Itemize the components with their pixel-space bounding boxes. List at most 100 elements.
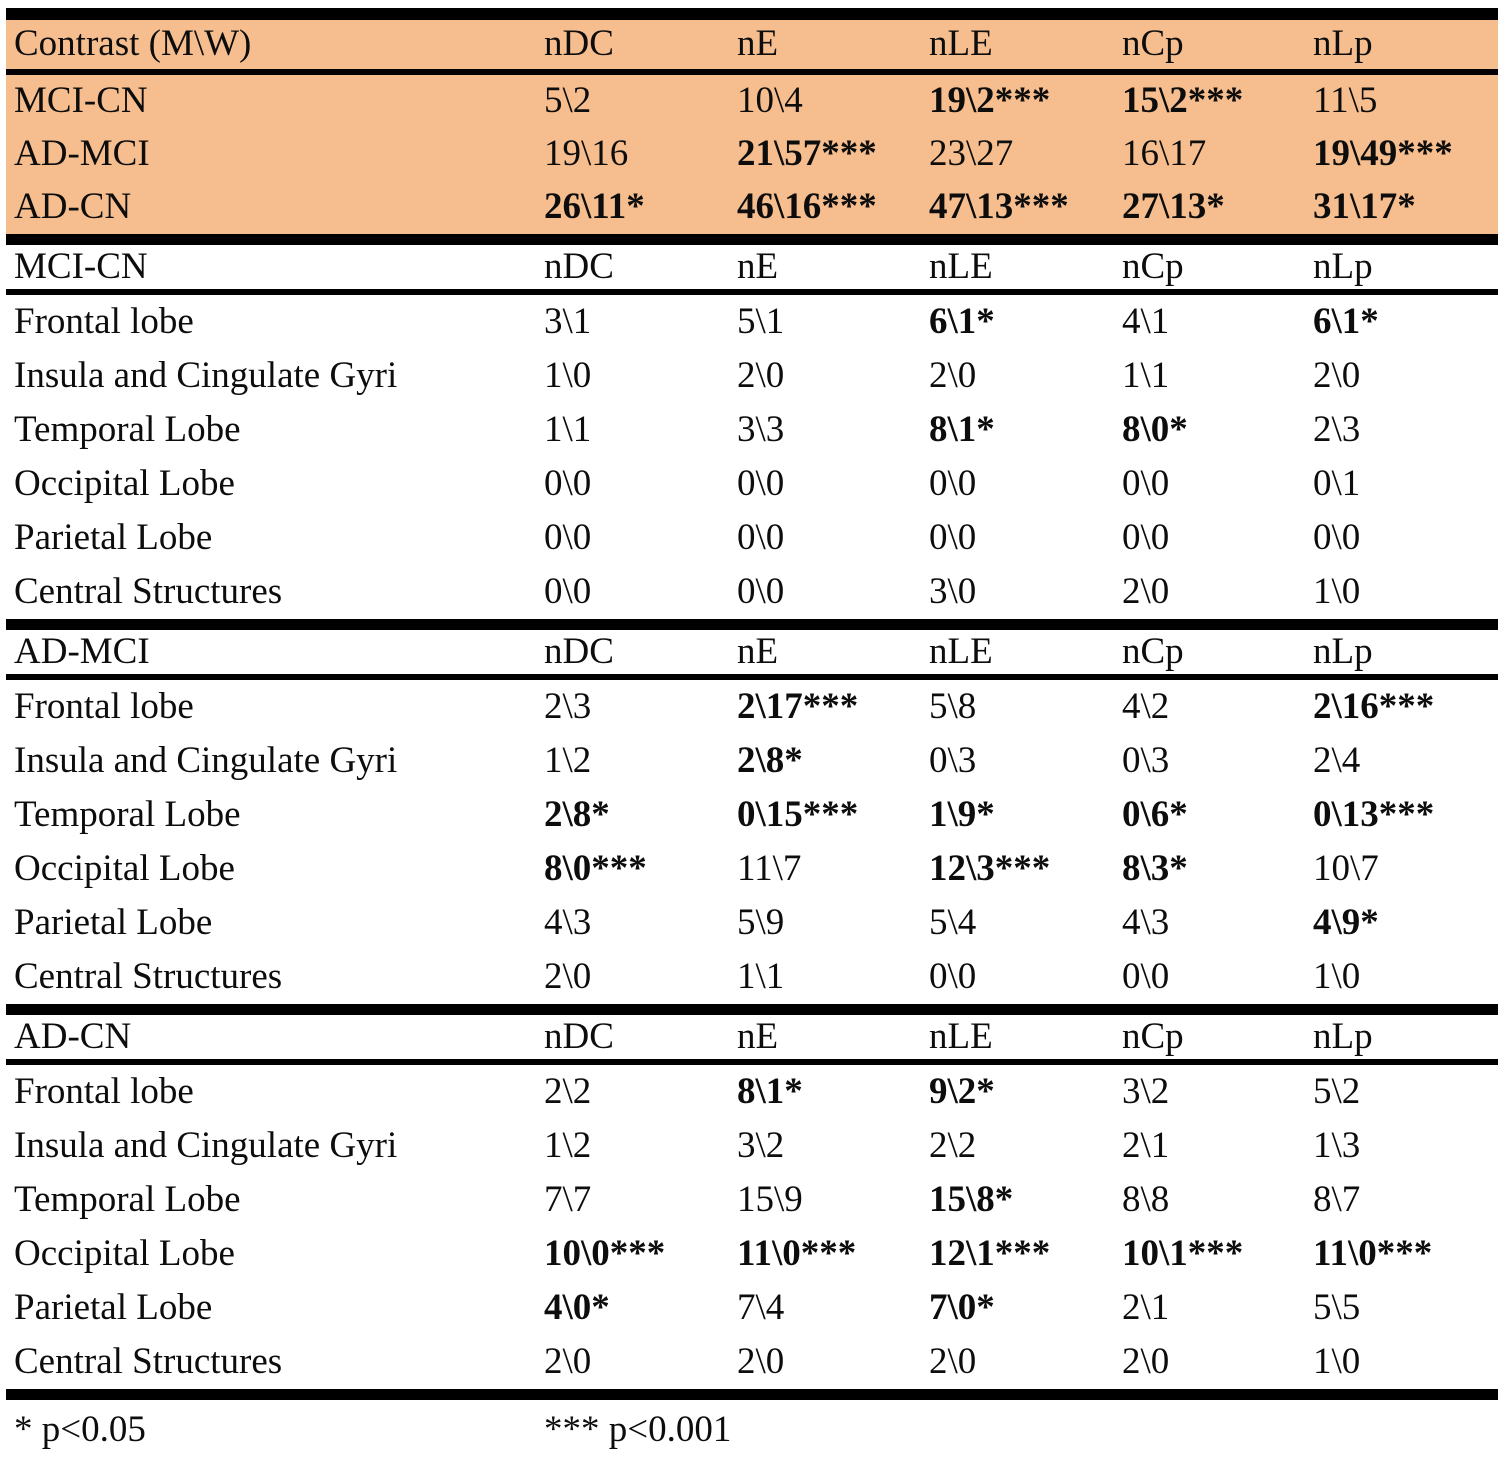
section-title: MCI-CN xyxy=(14,246,148,287)
summary-header-rule xyxy=(6,69,1498,75)
bottom-border-bar xyxy=(6,1389,1498,1400)
value-cell: 6\1* xyxy=(1313,301,1379,342)
value-cell: 2\0 xyxy=(929,1341,977,1382)
column-header-ne: nE xyxy=(737,1016,779,1057)
value-cell: 5\4 xyxy=(929,902,977,943)
top-border-bar xyxy=(6,8,1498,20)
column-header-ndc: nDC xyxy=(544,246,614,287)
value-cell: 8\3* xyxy=(1122,848,1188,889)
value-cell: 0\13*** xyxy=(1313,794,1435,835)
value-cell: 15\2*** xyxy=(1122,81,1244,122)
column-header-ncp: nCp xyxy=(1122,24,1184,65)
value-cell: 2\17*** xyxy=(737,686,859,727)
value-cell: 11\5 xyxy=(1313,81,1378,122)
table-row: Central Structures 2\0 1\1 0\0 0\0 1\0 xyxy=(6,950,1498,1004)
column-header-nlp: nLp xyxy=(1313,24,1373,65)
value-cell: 7\0* xyxy=(929,1287,995,1328)
section-header-row: AD-MCI nDC nE nLE nCp nLp xyxy=(6,630,1498,674)
section-rows: Frontal lobe 2\3 2\17*** 5\8 4\2 2\16*** Insul… xyxy=(6,680,1498,1004)
section-separator-bar xyxy=(6,619,1498,630)
value-cell: 2\0 xyxy=(737,1341,785,1382)
value-cell: 9\2* xyxy=(929,1071,995,1112)
row-label: Central Structures xyxy=(14,956,283,997)
value-cell: 3\1 xyxy=(544,301,592,342)
value-cell: 5\1 xyxy=(737,301,785,342)
value-cell: 8\1* xyxy=(929,409,995,450)
value-cell: 0\0 xyxy=(1122,956,1170,997)
value-cell: 1\9* xyxy=(929,794,995,835)
value-cell: 0\15*** xyxy=(737,794,859,835)
column-header-ncp: nCp xyxy=(1122,246,1184,287)
value-cell: 11\0*** xyxy=(737,1233,857,1274)
value-cell: 21\57*** xyxy=(737,134,877,175)
footnotes: * p<0.05 *** p<0.001 xyxy=(6,1400,1498,1465)
value-cell: 5\5 xyxy=(1313,1287,1361,1328)
table-row: Insula and Cingulate Gyri 1\2 2\8* 0\3 0\3 2\… xyxy=(6,734,1498,788)
value-cell: 8\0* xyxy=(1122,409,1188,450)
value-cell: 4\3 xyxy=(1122,902,1170,943)
value-cell: 4\0* xyxy=(544,1287,610,1328)
value-cell: 2\1 xyxy=(1122,1125,1170,1166)
row-label: Temporal Lobe xyxy=(14,409,241,450)
value-cell: 2\8* xyxy=(544,794,610,835)
value-cell: 3\0 xyxy=(929,571,977,612)
value-cell: 1\3 xyxy=(1313,1125,1361,1166)
column-header-ndc: nDC xyxy=(544,24,614,65)
footnote-p05: * p<0.05 xyxy=(14,1410,146,1450)
value-cell: 10\7 xyxy=(1313,848,1379,889)
value-cell: 1\0 xyxy=(544,355,592,396)
value-cell: 19\2*** xyxy=(929,81,1051,122)
table-row: Temporal Lobe 7\7 15\9 15\8* 8\8 8\7 xyxy=(6,1173,1498,1227)
row-label: Insula and Cingulate Gyri xyxy=(14,355,398,396)
value-cell: 0\0 xyxy=(1313,517,1361,558)
value-cell: 0\0 xyxy=(929,517,977,558)
value-cell: 2\3 xyxy=(544,686,592,727)
value-cell: 4\1 xyxy=(1122,301,1170,342)
value-cell: 47\13*** xyxy=(929,187,1069,228)
value-cell: 8\8 xyxy=(1122,1179,1170,1220)
value-cell: 1\0 xyxy=(1313,571,1361,612)
column-header-ndc: nDC xyxy=(544,631,614,672)
value-cell: 5\2 xyxy=(1313,1071,1361,1112)
value-cell: 0\0 xyxy=(544,463,592,504)
row-label: AD-MCI xyxy=(14,134,150,175)
section-rows: Frontal lobe 2\2 8\1* 9\2* 3\2 5\2 Insula and … xyxy=(6,1065,1498,1389)
row-label: Temporal Lobe xyxy=(14,1179,241,1220)
section-header-rule xyxy=(6,1059,1498,1065)
value-cell: 1\1 xyxy=(737,956,785,997)
row-label: Parietal Lobe xyxy=(14,517,213,558)
value-cell: 2\8* xyxy=(737,740,803,781)
value-cell: 1\0 xyxy=(1313,956,1361,997)
summary-table: Contrast (M\W) nDC nE nLE nCp nLp MCI-CN… xyxy=(6,20,1498,234)
column-header-ne: nE xyxy=(737,24,779,65)
table-row: Parietal Lobe 4\0* 7\4 7\0* 2\1 5\5 xyxy=(6,1281,1498,1335)
row-label: Insula and Cingulate Gyri xyxy=(14,740,398,781)
value-cell: 1\0 xyxy=(1313,1341,1361,1382)
value-cell: 4\2 xyxy=(1122,686,1170,727)
value-cell: 3\2 xyxy=(1122,1071,1170,1112)
row-label: Frontal lobe xyxy=(14,1071,194,1112)
value-cell: 31\17* xyxy=(1313,187,1416,228)
section-separator-bar xyxy=(6,234,1498,245)
row-label: Parietal Lobe xyxy=(14,902,213,943)
section-separator-bar xyxy=(6,1004,1498,1015)
value-cell: 10\0*** xyxy=(544,1233,666,1274)
value-cell: 46\16*** xyxy=(737,187,877,228)
value-cell: 2\0 xyxy=(1313,355,1361,396)
section-ad-mci: AD-MCI nDC nE nLE nCp nLp Frontal lobe 2\… xyxy=(6,630,1498,1004)
column-header-nle: nLE xyxy=(929,631,993,672)
column-header-ncp: nCp xyxy=(1122,631,1184,672)
row-label: Occipital Lobe xyxy=(14,463,235,504)
value-cell: 2\16*** xyxy=(1313,686,1435,727)
section-mci-cn: MCI-CN nDC nE nLE nCp nLp Frontal lobe 3\… xyxy=(6,245,1498,619)
value-cell: 10\4 xyxy=(737,81,803,122)
value-cell: 0\0 xyxy=(1122,517,1170,558)
column-header-nle: nLE xyxy=(929,24,993,65)
value-cell: 5\9 xyxy=(737,902,785,943)
value-cell: 2\0 xyxy=(544,956,592,997)
value-cell: 19\16 xyxy=(544,134,629,175)
value-cell: 7\4 xyxy=(737,1287,785,1328)
value-cell: 0\0 xyxy=(544,517,592,558)
row-label: Frontal lobe xyxy=(14,301,194,342)
value-cell: 26\11* xyxy=(544,187,645,228)
